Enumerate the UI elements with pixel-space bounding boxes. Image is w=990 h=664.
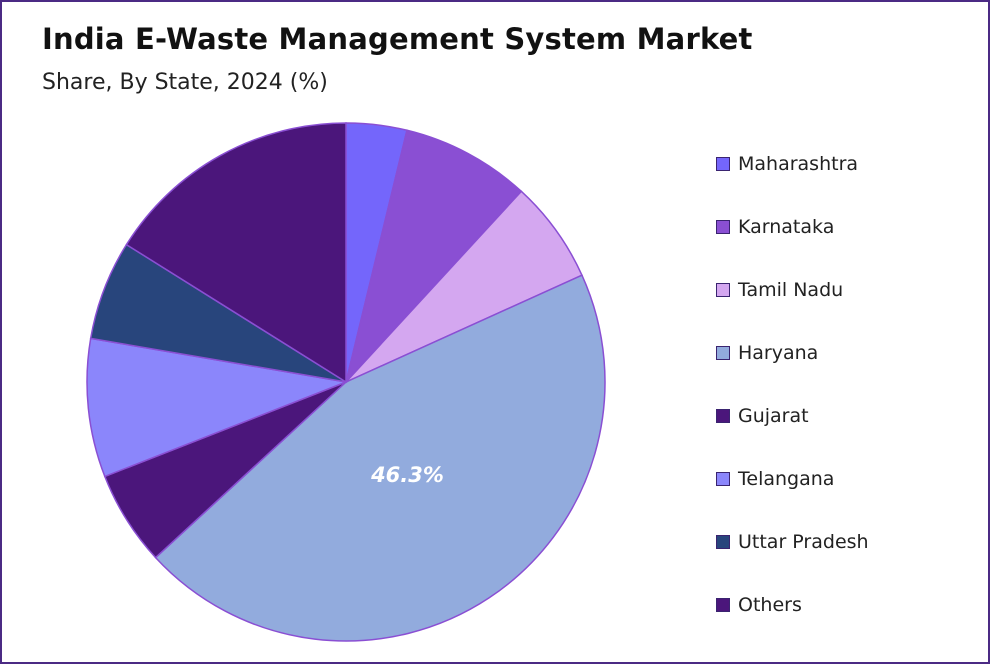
legend-item-haryana: Haryana [716, 321, 976, 384]
legend-item-karnataka: Karnataka [716, 195, 976, 258]
chart-title: India E-Waste Management System Market [42, 22, 753, 56]
legend-swatch [716, 597, 730, 612]
legend-item-maharashtra: Maharashtra [716, 132, 976, 195]
legend-item-telangana: Telangana [716, 447, 976, 510]
legend-label: Maharashtra [738, 152, 859, 175]
legend-swatch [716, 345, 730, 360]
pie-slice-telangana [86, 337, 349, 478]
legend-label: Haryana [738, 341, 819, 364]
legend-item-uttar-pradesh: Uttar Pradesh [716, 510, 976, 573]
pie-slice-karnataka [344, 129, 523, 385]
pie-slice-haryana [154, 274, 606, 642]
legend-swatch [716, 219, 730, 234]
legend-swatch [716, 156, 730, 171]
pie-data-labels: 46.3% [370, 463, 444, 487]
chart-subtitle: Share, By State, 2024 (%) [42, 70, 328, 95]
legend-item-others: Others [716, 573, 976, 636]
legend-label: Others [738, 593, 802, 616]
legend-swatch [716, 282, 730, 297]
legend-swatch [716, 534, 730, 549]
chart-legend: Maharashtra Karnataka Tamil Nadu Haryana Guj… [716, 132, 976, 636]
legend-item-gujarat: Gujarat [716, 384, 976, 447]
pie-slices [86, 122, 606, 642]
legend-label: Gujarat [738, 404, 809, 427]
legend-item-tamil-nadu: Tamil Nadu [716, 258, 976, 321]
legend-label: Telangana [738, 467, 835, 490]
legend-swatch [716, 471, 730, 486]
legend-swatch [716, 408, 730, 423]
pie-slice-others [125, 122, 347, 384]
legend-label: Uttar Pradesh [738, 530, 869, 553]
legend-label: Tamil Nadu [738, 278, 844, 301]
legend-label: Karnataka [738, 215, 835, 238]
data-label-haryana: 46.3% [370, 463, 444, 487]
